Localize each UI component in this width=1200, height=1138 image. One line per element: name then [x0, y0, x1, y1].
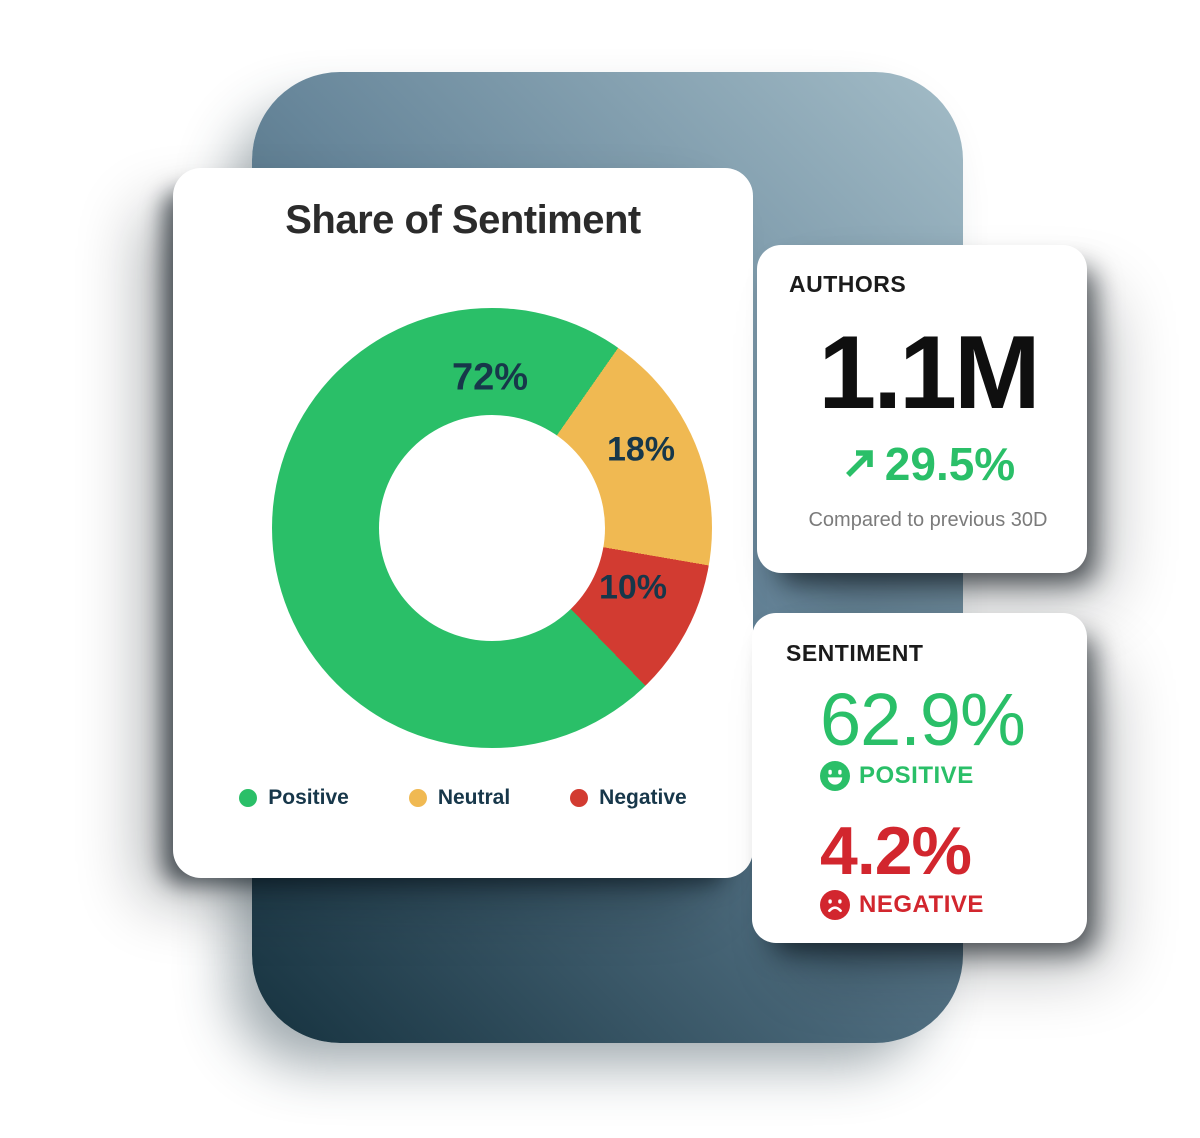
chart-legend: Positive Neutral Negative — [173, 786, 753, 810]
positive-sentiment-row: POSITIVE — [786, 761, 1077, 792]
donut-hole — [379, 415, 605, 641]
authors-heading: AUTHORS — [789, 271, 907, 297]
negative-sentiment-row: NEGATIVE — [786, 889, 1077, 920]
negative-legend-dot-icon — [570, 789, 589, 807]
authors-kpi-card: AUTHORS 1.1M 29.5% Compared to previous … — [757, 245, 1087, 573]
trend-up-arrow-icon — [845, 449, 873, 477]
positive-legend-dot-icon — [239, 789, 258, 807]
sentiment-kpi-card: SENTIMENT 62.9% POSITIVE 4.2% NEGATIVE — [752, 613, 1087, 943]
neutral-legend-dot-icon — [408, 789, 427, 807]
neutral-slice-label: 18% — [606, 430, 676, 469]
sentiment-heading: SENTIMENT — [786, 640, 924, 666]
share-of-sentiment-card: Share of Sentiment 72% 18% 10% Positive … — [173, 168, 753, 878]
sad-face-icon — [820, 889, 850, 920]
legend-label-positive: Positive — [268, 786, 349, 809]
legend-item-neutral: Neutral — [408, 786, 511, 810]
legend-item-positive: Positive — [239, 786, 349, 810]
positive-sentiment-label: POSITIVE — [859, 762, 974, 790]
negative-sentiment-value: 4.2% — [820, 813, 972, 890]
negative-sentiment-label: NEGATIVE — [859, 890, 984, 918]
legend-item-negative: Negative — [570, 786, 687, 810]
happy-face-icon — [820, 761, 850, 792]
positive-slice-label: 72% — [451, 356, 529, 399]
legend-label-neutral: Neutral — [437, 786, 511, 809]
authors-change-row: 29.5% — [789, 437, 1067, 491]
positive-sentiment-value: 62.9% — [820, 678, 1026, 761]
legend-label-negative: Negative — [599, 786, 687, 809]
authors-caption: Compared to previous 30D — [808, 508, 1048, 531]
authors-value: 1.1M — [818, 315, 1040, 431]
chart-title: Share of Sentiment — [285, 198, 641, 242]
sentiment-donut-chart: 72% 18% 10% — [272, 308, 712, 748]
negative-slice-label: 10% — [598, 568, 668, 607]
authors-change-value: 29.5% — [884, 437, 1016, 490]
